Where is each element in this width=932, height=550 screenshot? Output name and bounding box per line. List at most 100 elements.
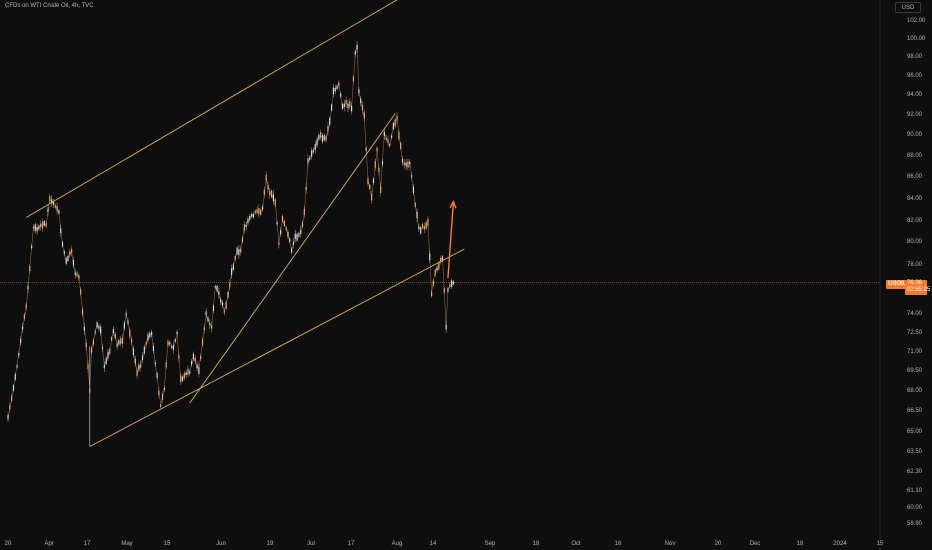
candle-body [434,269,436,276]
candle-body [445,324,447,330]
candle-body [218,291,220,295]
candle-body [91,347,93,353]
candle-body [212,305,215,311]
candle-body [41,221,44,229]
candle-body [72,259,75,266]
candle-body [196,364,198,369]
candle-body [154,362,156,365]
candle-body [18,352,20,356]
candle-body [269,191,271,196]
y-tick-label: 66.50 [907,408,923,414]
candle-body [240,248,242,253]
candle-body [101,346,104,350]
candle-body [21,326,24,330]
currency-selector[interactable]: USD [895,2,921,13]
y-tick-label: 72.50 [907,330,923,336]
price-path [7,45,456,419]
candle-body [256,209,258,213]
x-tick-label: 20 [715,541,722,547]
candle-body [287,231,289,237]
candle-body [374,161,376,168]
rising-support-line [189,113,396,404]
candle-body [320,132,322,138]
y-tick-label: 65.00 [907,429,923,435]
candle-body [127,320,129,324]
candle-body [43,220,45,226]
candle-body [118,339,120,345]
y-tick-label: 80.00 [907,239,923,245]
candle-body [311,150,313,157]
candle-body [232,264,235,270]
candle-body [351,105,353,112]
x-tick-label: 15 [877,541,884,547]
candle-body [60,228,62,234]
candle-body [200,355,202,360]
candle-body [78,274,80,279]
candle-body [447,288,449,292]
y-tick-label: 92.00 [907,112,923,118]
candle-body [161,393,164,400]
candle-body [341,103,344,109]
candle-body [80,289,82,295]
candle-body [271,190,273,198]
candle-body [229,282,231,288]
y-tick-label: 98.00 [907,54,923,60]
candle-body [225,301,227,309]
candle-body [189,371,191,374]
trendlines-group [25,0,465,447]
x-tick-label: Apr [44,541,53,547]
candle-body [51,199,53,204]
candle-body [221,302,224,306]
candle-body [418,226,420,230]
candle-body [265,174,267,181]
y-tick-label: 78.00 [907,262,923,268]
candle-body [107,351,109,359]
y-tick-label: 88.00 [907,153,923,159]
candle-body [36,227,38,232]
candle-body [49,196,51,202]
candle-body [96,322,98,328]
x-tick-label: 20 [5,541,12,547]
candle-body [98,325,100,329]
candle-body [205,311,207,316]
candle-body [181,376,184,381]
candle-body [52,201,55,205]
projection-arrow-group [447,200,457,279]
candle-body [114,334,116,339]
candle-body [376,147,378,152]
x-tick-label: Oct [571,541,581,547]
candle-body [211,325,213,329]
candle-body [172,345,175,350]
last-price-label: 76.36 02:55:25 [905,280,931,295]
candle-body [380,186,382,193]
candle-body [178,355,180,359]
candle-body [191,360,193,365]
x-tick-label: 18 [533,541,540,547]
candle-body [405,162,407,167]
candle-body [163,387,165,391]
candle-body [427,218,429,226]
candle-body [298,232,300,237]
candle-body [309,157,311,160]
candle-body [160,404,162,408]
candle-body [81,309,84,315]
candle-body [241,237,244,243]
candle-body [67,255,69,261]
candle-body [120,338,122,344]
candle-body [11,395,13,401]
candle-body [258,208,260,215]
candle-body [138,364,140,370]
candle-body [238,249,240,256]
candle-body [194,357,196,362]
candle-body [116,343,118,347]
candle-body [149,333,151,338]
candle-body [71,248,73,254]
candle-body [58,210,60,214]
bar-countdown: 02:55:25 [907,287,931,293]
candle-body [292,241,295,245]
candle-body [420,227,422,234]
candle-body [69,251,71,256]
candle-body [394,119,396,127]
candle-body [371,194,373,201]
